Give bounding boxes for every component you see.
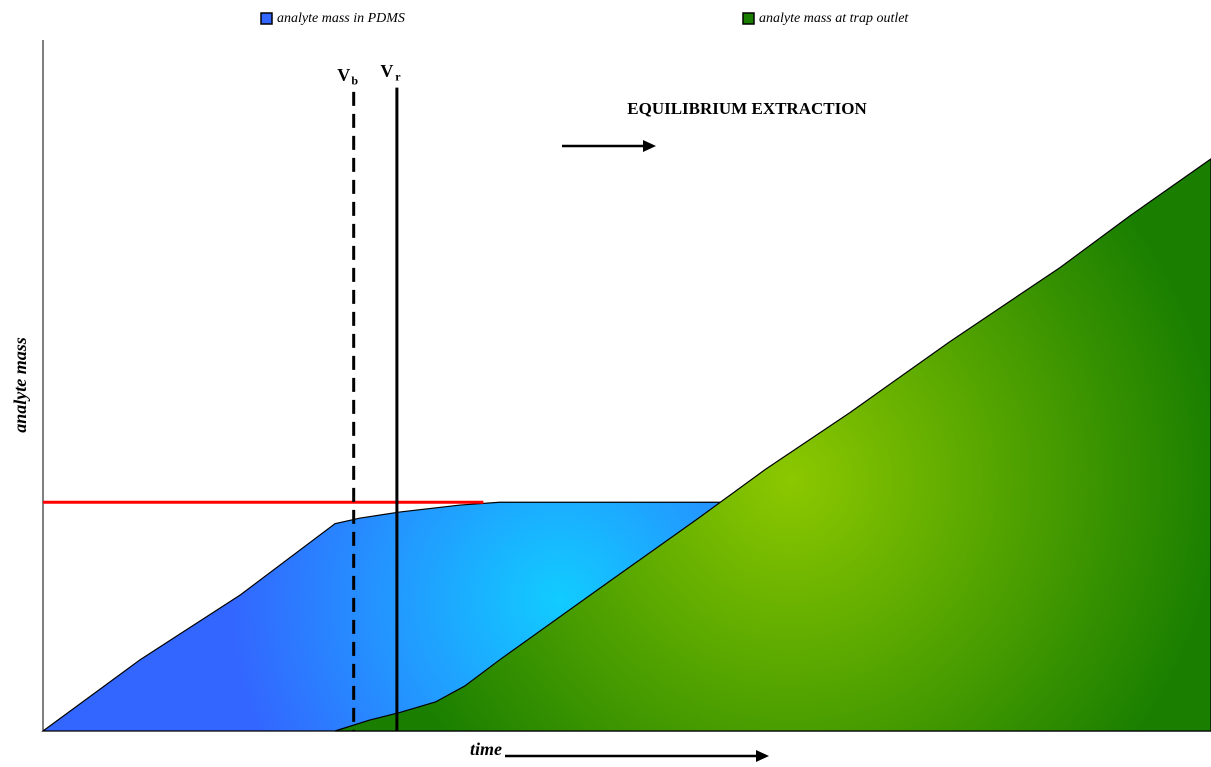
arrow — [562, 140, 656, 152]
legend-swatch — [742, 12, 755, 25]
annotation: EQUILIBRIUM EXTRACTION — [627, 99, 867, 118]
v-line-label: V — [337, 65, 350, 85]
y-axis-label: analyte mass — [10, 337, 30, 433]
v-line-sub: r — [395, 69, 401, 83]
area — [334, 158, 1211, 732]
legend-swatch — [260, 12, 273, 25]
x-arrow — [505, 750, 769, 762]
x-axis-label: time — [470, 739, 502, 759]
v-line-label: V — [380, 61, 393, 81]
v-line-sub: b — [351, 74, 358, 88]
legend-label: analyte mass at trap outlet — [759, 11, 909, 26]
legend-label: analyte mass in PDMS — [277, 11, 405, 26]
